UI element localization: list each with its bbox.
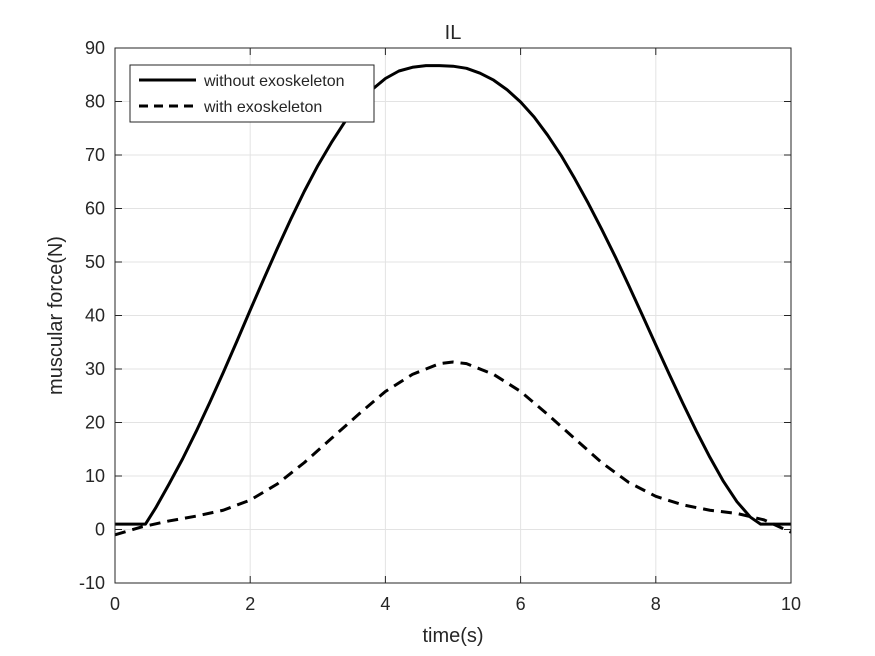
legend-label-with-exoskeleton: with exoskeleton [203,99,322,116]
y-tick-label: -10 [79,573,105,593]
series-group [114,64,792,537]
x-tick-label: 4 [380,594,390,614]
y-tick-label: 50 [85,252,105,272]
x-tick-label: 2 [245,594,255,614]
x-tick-label: 0 [110,594,120,614]
x-tick-label: 10 [781,594,801,614]
y-tick-label: 10 [85,466,105,486]
y-tick-label: 20 [85,413,105,433]
y-tick-label: 60 [85,199,105,219]
series-line-without-exoskeleton [115,64,791,526]
series-line-with-exoskeleton [114,360,792,537]
y-tick-label: 90 [85,38,105,58]
y-tick-label: 0 [95,520,105,540]
x-tick-label: 8 [651,594,661,614]
y-tick-label: 40 [85,306,105,326]
y-axis-label: muscular force(N) [45,236,67,395]
x-axis-label: time(s) [422,625,483,647]
legend[interactable]: without exoskeleton with exoskeleton [129,64,375,123]
x-tick-label: 6 [516,594,526,614]
chart-title: IL [445,22,462,44]
legend-label-without-exoskeleton: without exoskeleton [203,73,345,90]
y-tick-label: 70 [85,145,105,165]
legend-box [129,64,375,123]
y-tick-label: 30 [85,359,105,379]
y-tick-label: 80 [85,92,105,112]
